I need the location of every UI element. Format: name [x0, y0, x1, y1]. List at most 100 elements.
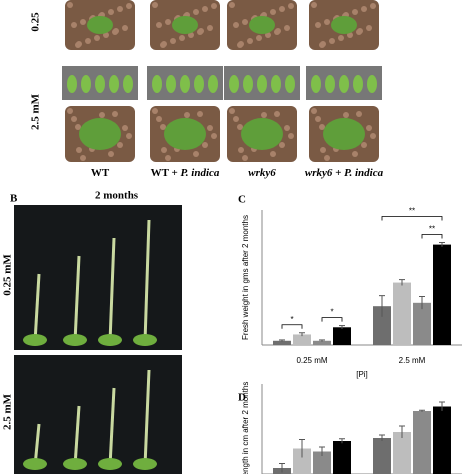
- soil: [270, 9, 276, 15]
- bar: [433, 406, 451, 474]
- stem: [108, 387, 116, 467]
- soil: [193, 9, 199, 15]
- soil: [352, 9, 358, 15]
- soil: [179, 35, 185, 41]
- leaf: [257, 75, 267, 93]
- soil: [233, 22, 239, 28]
- soil: [284, 25, 290, 31]
- soil: [242, 155, 248, 161]
- bar: [293, 334, 311, 345]
- significance-bracket: [281, 324, 303, 329]
- soil: [211, 3, 217, 9]
- soil: [122, 25, 128, 31]
- x-tick-label: 2.5 mM: [399, 356, 426, 365]
- row-label: 2.5 mM: [2, 393, 14, 430]
- soil: [126, 133, 132, 139]
- leaf: [311, 75, 321, 93]
- soil: [247, 38, 253, 44]
- leaf: [271, 75, 281, 93]
- soil: [233, 116, 239, 122]
- soil: [193, 151, 199, 157]
- significance-label: **: [409, 207, 415, 216]
- bar: [393, 282, 411, 345]
- stem: [143, 369, 151, 467]
- plant: [87, 16, 113, 34]
- leaf: [353, 75, 363, 93]
- soil: [108, 151, 114, 157]
- plant: [241, 118, 283, 150]
- soil: [103, 32, 109, 38]
- soil: [311, 2, 317, 8]
- panel-label: B: [10, 193, 18, 205]
- soil: [67, 2, 73, 8]
- soil: [184, 112, 190, 118]
- leaf: [166, 75, 176, 93]
- soil: [242, 19, 248, 25]
- soil: [352, 151, 358, 157]
- bar: [313, 340, 331, 345]
- row-label: 2.5 mM: [30, 93, 42, 130]
- row-label: 0.25: [30, 12, 42, 32]
- soil: [99, 112, 105, 118]
- leaf: [367, 75, 377, 93]
- soil: [122, 125, 128, 131]
- plant-photo: [14, 355, 182, 474]
- soil: [356, 29, 362, 35]
- soil: [366, 125, 372, 131]
- soil: [207, 25, 213, 31]
- row-label: 0.25 mM: [2, 254, 14, 296]
- panel-title: 2 months: [95, 190, 139, 202]
- soil: [80, 155, 86, 161]
- stem: [108, 237, 116, 343]
- soil: [270, 151, 276, 157]
- soil: [85, 38, 91, 44]
- stem: [143, 219, 151, 343]
- bar: [333, 327, 351, 345]
- soil: [329, 38, 335, 44]
- soil: [347, 32, 353, 38]
- soil: [156, 116, 162, 122]
- rosette: [98, 458, 122, 470]
- stem: [73, 255, 81, 343]
- soil: [117, 142, 123, 148]
- soil: [202, 142, 208, 148]
- significance-label: **: [429, 225, 435, 234]
- soil: [112, 111, 118, 117]
- bar: [373, 438, 391, 474]
- column-label: wrky6 + P. indica: [305, 167, 384, 179]
- rosette: [133, 334, 157, 346]
- soil: [279, 142, 285, 148]
- soil: [152, 2, 158, 8]
- rosette: [63, 334, 87, 346]
- leaf: [208, 75, 218, 93]
- rosette: [23, 458, 47, 470]
- soil: [80, 19, 86, 25]
- soil: [197, 29, 203, 35]
- soil: [117, 6, 123, 12]
- significance-bracket: [321, 317, 343, 322]
- soil: [356, 111, 362, 117]
- leaf: [325, 75, 335, 93]
- soil: [361, 142, 367, 148]
- soil: [165, 19, 171, 25]
- leaf: [95, 75, 105, 93]
- plant: [331, 16, 357, 34]
- bar: [373, 306, 391, 345]
- soil: [315, 22, 321, 28]
- leaf: [243, 75, 253, 93]
- column-label: WT: [91, 167, 110, 179]
- soil: [229, 2, 235, 8]
- soil: [361, 6, 367, 12]
- soil: [274, 29, 280, 35]
- bar: [293, 448, 311, 474]
- soil: [165, 155, 171, 161]
- leaf: [180, 75, 190, 93]
- rosette: [63, 458, 87, 470]
- soil: [75, 42, 81, 48]
- leaf: [152, 75, 162, 93]
- leaf: [285, 75, 295, 93]
- column-label: WT + P. indica: [151, 167, 220, 179]
- soil: [370, 3, 376, 9]
- soil: [161, 147, 167, 153]
- x-axis-label: [Pi]: [356, 370, 368, 379]
